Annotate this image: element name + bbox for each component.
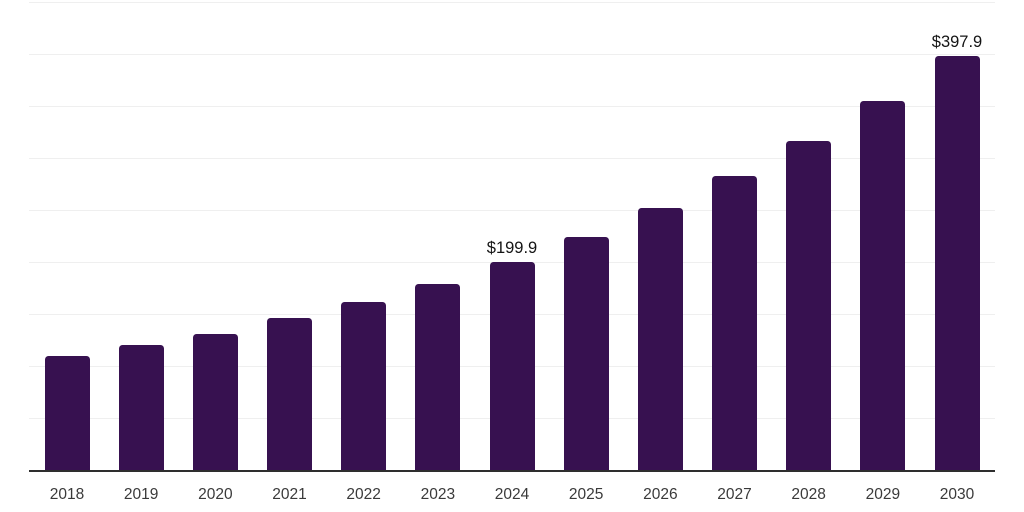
bar-2018 xyxy=(44,355,90,470)
x-axis-tick-label-2026: 2026 xyxy=(643,485,678,503)
bar-2029 xyxy=(860,100,906,470)
gridline xyxy=(29,53,995,55)
x-axis-line xyxy=(29,469,995,472)
x-axis-tick-label-2021: 2021 xyxy=(272,485,307,503)
gridline xyxy=(29,2,995,3)
bar-value-label-2024: $199.9 xyxy=(486,238,538,257)
bar-2020 xyxy=(192,333,238,470)
bar-2024 xyxy=(489,261,535,470)
bar-2021 xyxy=(267,318,312,470)
x-axis-tick-label-2029: 2029 xyxy=(865,485,901,503)
bar-2025 xyxy=(563,236,609,470)
x-axis-tick-label-2027: 2027 xyxy=(717,485,752,503)
bar-2026 xyxy=(637,208,683,470)
bar-2028 xyxy=(786,140,832,470)
x-axis-tick-label-2020: 2020 xyxy=(198,485,233,503)
x-axis-tick-label-2022: 2022 xyxy=(346,485,381,503)
x-axis-tick-label-2025: 2025 xyxy=(568,485,604,503)
bar-2030 xyxy=(934,56,980,470)
bar-2022 xyxy=(341,301,387,470)
bar-2023 xyxy=(415,283,461,470)
gridline xyxy=(29,209,995,211)
gridline xyxy=(29,105,995,107)
x-axis-tick-label-2023: 2023 xyxy=(420,485,456,503)
x-axis-tick-label-2030: 2030 xyxy=(939,485,975,503)
x-axis-tick-label-2024: 2024 xyxy=(494,485,530,503)
bar-value-label-2030: $397.9 xyxy=(931,33,983,52)
x-axis-tick-label-2018: 2018 xyxy=(49,485,85,503)
x-axis-tick-label-2019: 2019 xyxy=(123,485,159,503)
bar-2027 xyxy=(712,176,757,470)
plot-area: 2018 2019 2020 2021 2022 2023 $199.9 2024 2025 20… xyxy=(29,2,995,503)
gridline xyxy=(29,157,995,159)
x-axis-tick-label-2028: 2028 xyxy=(791,485,826,503)
bar-2019 xyxy=(118,344,164,470)
